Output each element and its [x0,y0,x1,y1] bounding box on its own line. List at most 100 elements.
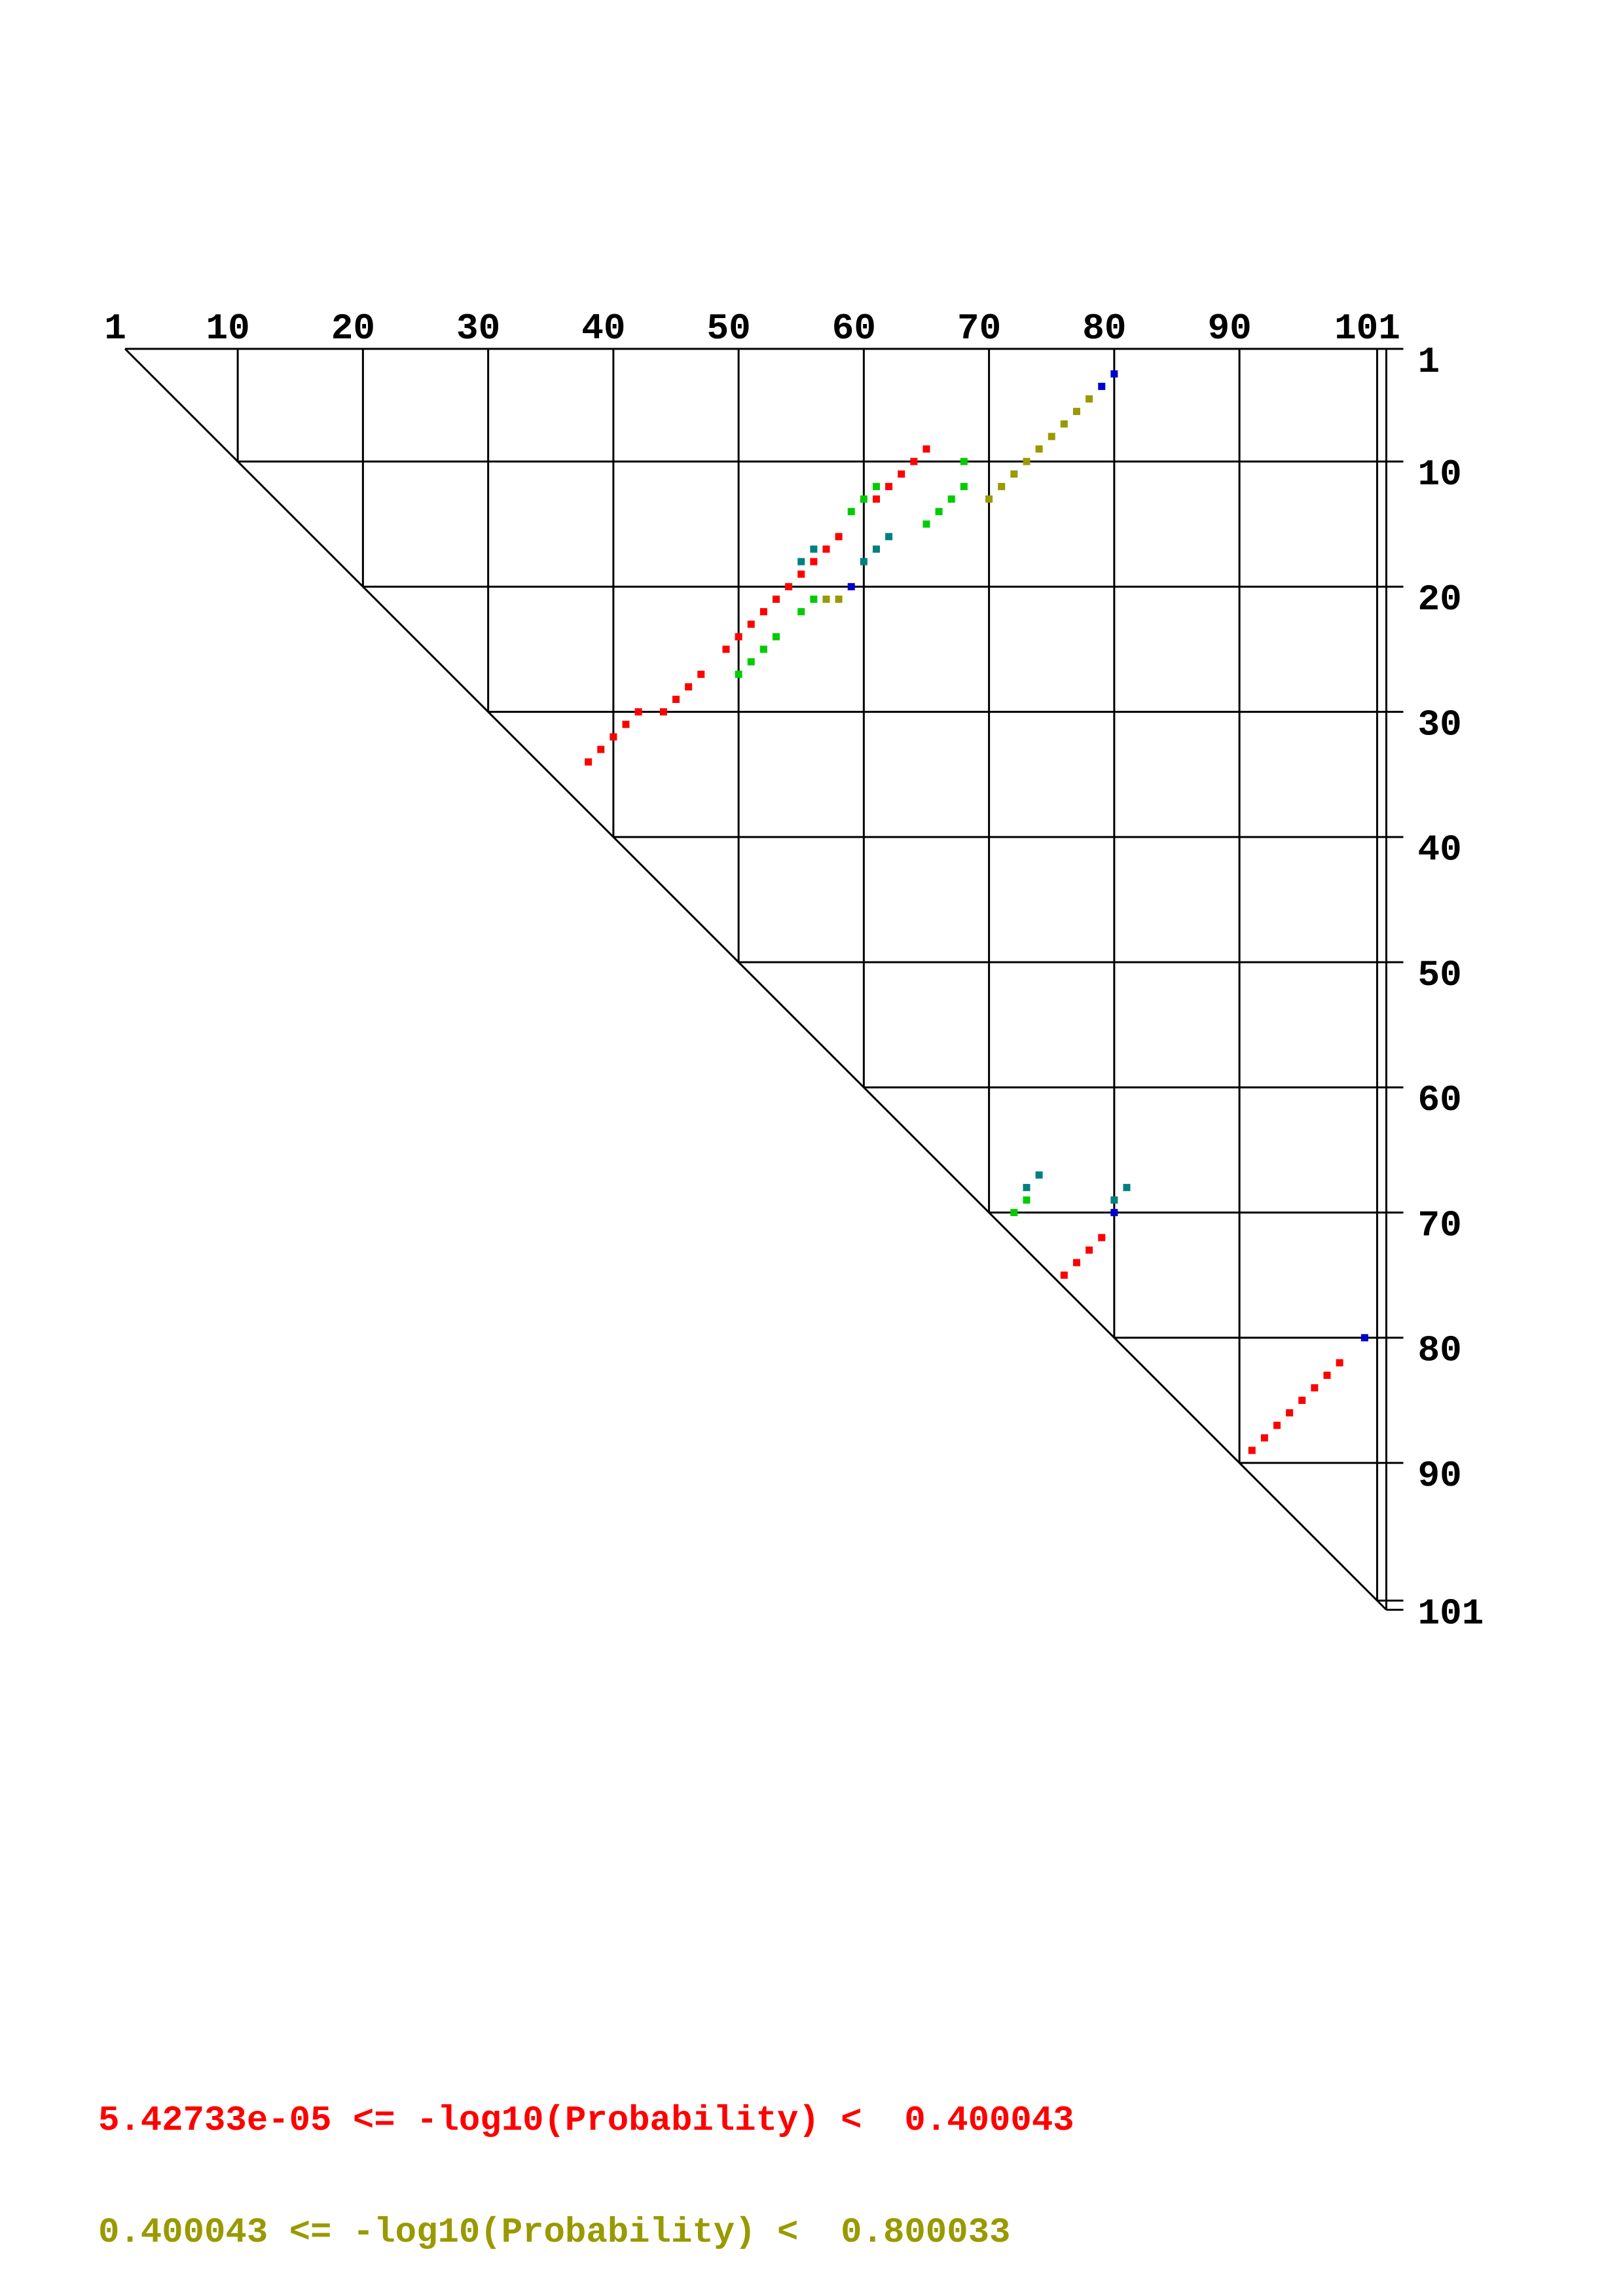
pair-dot [810,596,818,603]
pair-dot [1023,457,1030,465]
pair-dot [797,608,805,616]
pair-dot [672,696,680,703]
y-tick-label: 90 [1418,1455,1462,1497]
y-tick-label: 40 [1418,829,1462,871]
legend: 5.42733e-05 <= -log10(Probability) < 0.4… [98,2028,1074,2296]
plot-grid [124,348,1404,1611]
pair-dot [797,570,805,578]
pair-dot [1260,1434,1268,1442]
pair-dot [960,457,968,465]
pair-dot [759,608,767,616]
pair-dot [835,596,843,603]
diagonal-line [124,348,1387,1611]
pair-dot [1298,1397,1306,1404]
pair-dot [773,596,780,603]
pair-dot [1035,445,1043,453]
pair-dot [622,721,630,728]
x-tick-label: 80 [1082,308,1126,350]
pair-dot [1110,1209,1118,1217]
pair-dot [797,558,805,565]
pair-dot [860,558,867,565]
pair-dot [810,545,818,553]
pair-dot [1360,1334,1368,1342]
pair-dot [835,533,843,541]
x-tick-label: 101 [1334,308,1400,350]
pair-dot [1060,420,1068,428]
x-tick-label: 20 [331,308,375,350]
x-tick-label: 70 [957,308,1001,350]
pair-dot [585,758,593,766]
pair-dot [697,670,705,678]
pair-dot [998,482,1006,490]
legend-line-2: 0.400043 <= -log10(Probability) < 0.8000… [98,2213,1011,2253]
pair-dot [860,495,867,503]
y-tick-label: 50 [1418,954,1462,996]
pair-dot [935,508,943,516]
x-tick-label: 90 [1208,308,1252,350]
pair-dot [747,620,755,628]
x-tick-label: 30 [456,308,500,350]
pair-dot [1073,1259,1080,1266]
y-tick-label: 60 [1418,1079,1462,1121]
pair-dot [1286,1409,1294,1417]
pair-dot [1060,1271,1068,1279]
pair-dot [759,645,767,653]
x-tick-label: 50 [707,308,751,350]
y-tick-label: 20 [1418,579,1462,620]
pair-dot [1010,470,1018,478]
pair-dot [634,708,642,716]
pair-dot [735,670,742,678]
pair-dot [1110,1196,1118,1204]
pair-dot [1311,1384,1319,1391]
pair-dot [685,683,693,691]
pair-dot [885,533,893,541]
x-axis-labels: 1 10 20 30 40 50 60 70 80 90 101 [104,308,1400,350]
pair-dot [873,482,880,490]
pair-dot [1123,1183,1131,1191]
pair-dot [773,633,780,641]
pair-dot [785,583,793,590]
pair-dot [947,495,955,503]
pair-dot [610,733,617,741]
y-tick-label: 70 [1418,1204,1462,1246]
pair-dot [1085,1246,1093,1254]
pair-dot [747,658,755,666]
pair-dot [1336,1359,1343,1367]
pair-dot [1073,408,1080,416]
pair-dot [922,445,930,453]
pair-dot [1110,370,1118,378]
pair-dot [885,482,893,490]
probability-dots [585,370,1368,1454]
pair-dot [847,508,855,516]
pair-dot [873,545,880,553]
pair-dot [873,495,880,503]
pair-dot [1023,1183,1030,1191]
pair-dot [910,457,918,465]
y-tick-label: 101 [1418,1592,1484,1634]
pair-dot [1085,395,1093,403]
pair-dot [810,558,818,565]
pair-dot [597,745,605,753]
x-tick-label: 10 [206,308,250,350]
legend-line-1: 5.42733e-05 <= -log10(Probability) < 0.4… [98,2101,1074,2141]
pair-dot [659,708,667,716]
pair-dot [822,596,830,603]
pair-dot [1010,1209,1018,1217]
pair-dot [847,583,855,590]
pair-dot [822,545,830,553]
pair-dot [1098,382,1106,390]
pair-dot [1048,433,1055,440]
y-tick-label: 30 [1418,704,1462,745]
pair-dot [898,470,905,478]
pair-dot [985,495,993,503]
pair-dot [1273,1422,1281,1429]
x-tick-label: 1 [104,308,126,350]
pair-dot [1248,1446,1256,1454]
pair-dot [922,520,930,528]
y-tick-label: 80 [1418,1330,1462,1372]
x-tick-label: 40 [581,308,625,350]
pair-dot [722,645,730,653]
y-axis-labels: 1 10 20 30 40 50 60 70 80 90 101 [1418,341,1484,1635]
